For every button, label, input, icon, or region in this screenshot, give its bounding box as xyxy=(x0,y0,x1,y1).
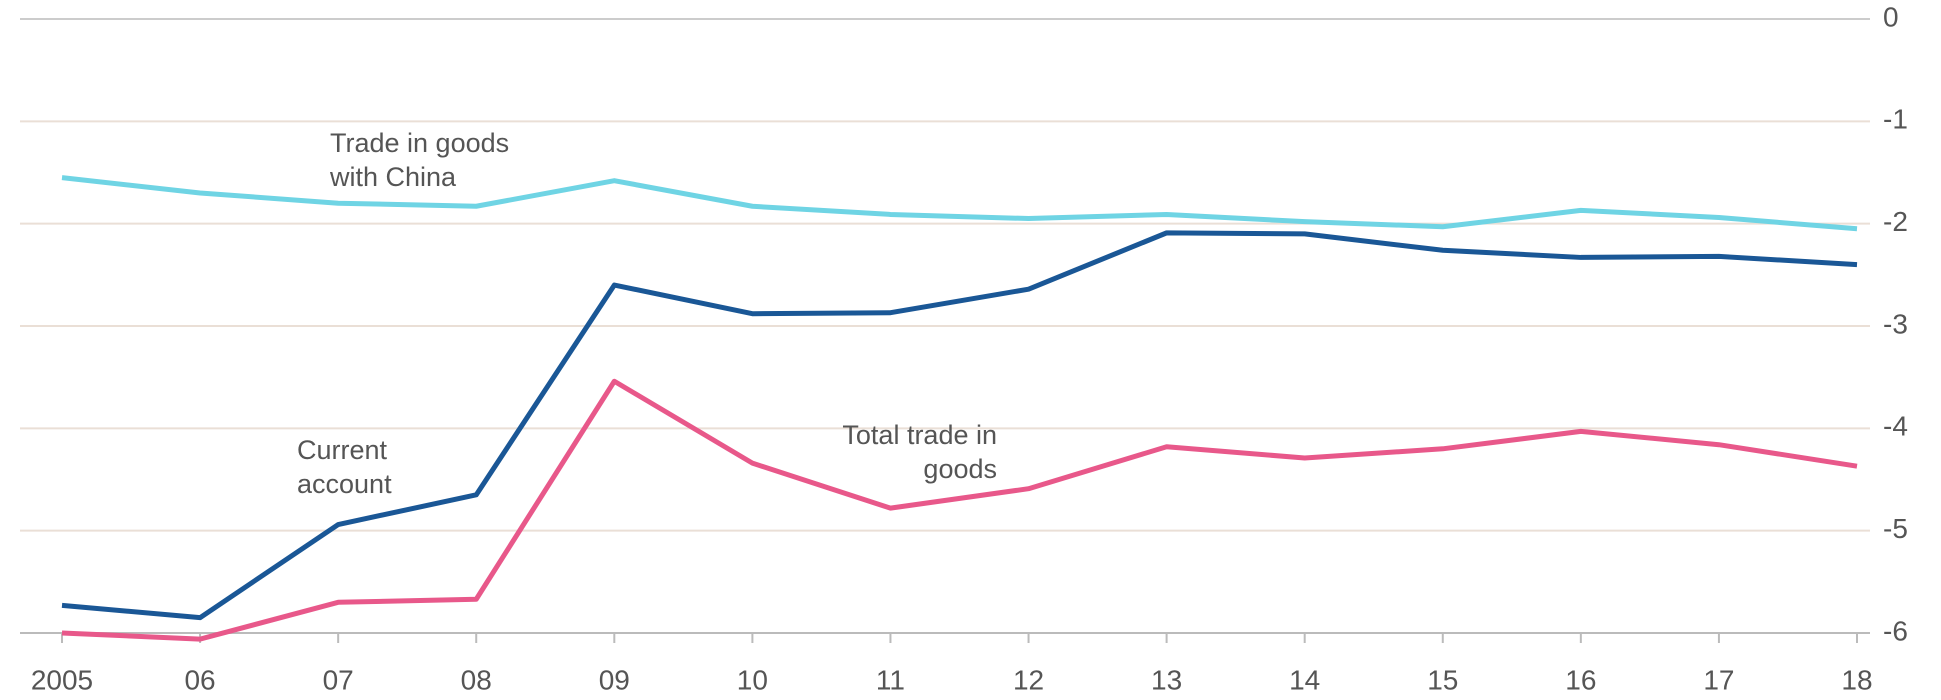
x-tick-label: 06 xyxy=(184,664,215,695)
series-label: Total trade in goods xyxy=(842,420,997,484)
x-tick-label: 08 xyxy=(461,664,492,695)
x-tick-label: 18 xyxy=(1841,664,1872,695)
x-tick-label: 13 xyxy=(1151,664,1182,695)
y-tick-label: -6 xyxy=(1883,615,1908,646)
series-line xyxy=(61,230,1858,621)
y-tick-label: -2 xyxy=(1883,206,1908,237)
series-line xyxy=(61,175,1858,232)
x-tick-label: 07 xyxy=(323,664,354,695)
x-tick-label: 17 xyxy=(1703,664,1734,695)
y-tick-label: 0 xyxy=(1883,1,1899,32)
x-tick-label: 16 xyxy=(1565,664,1596,695)
y-tick-label: -4 xyxy=(1883,411,1908,442)
x-tick-label: 14 xyxy=(1289,664,1320,695)
series-line xyxy=(61,378,1858,642)
x-tick-label: 10 xyxy=(737,664,768,695)
y-tick-label: -5 xyxy=(1883,513,1908,544)
series-label: Trade in goods with China xyxy=(330,128,510,192)
x-tick-label: 11 xyxy=(876,664,905,695)
x-tick-label: 12 xyxy=(1013,664,1044,695)
series-label: Current account xyxy=(297,435,392,499)
x-tick-label: 2005 xyxy=(31,664,93,695)
y-tick-label: -1 xyxy=(1883,104,1908,135)
y-tick-label: -3 xyxy=(1883,308,1908,339)
x-tick-label: 15 xyxy=(1427,664,1458,695)
x-tick-label: 09 xyxy=(599,664,630,695)
